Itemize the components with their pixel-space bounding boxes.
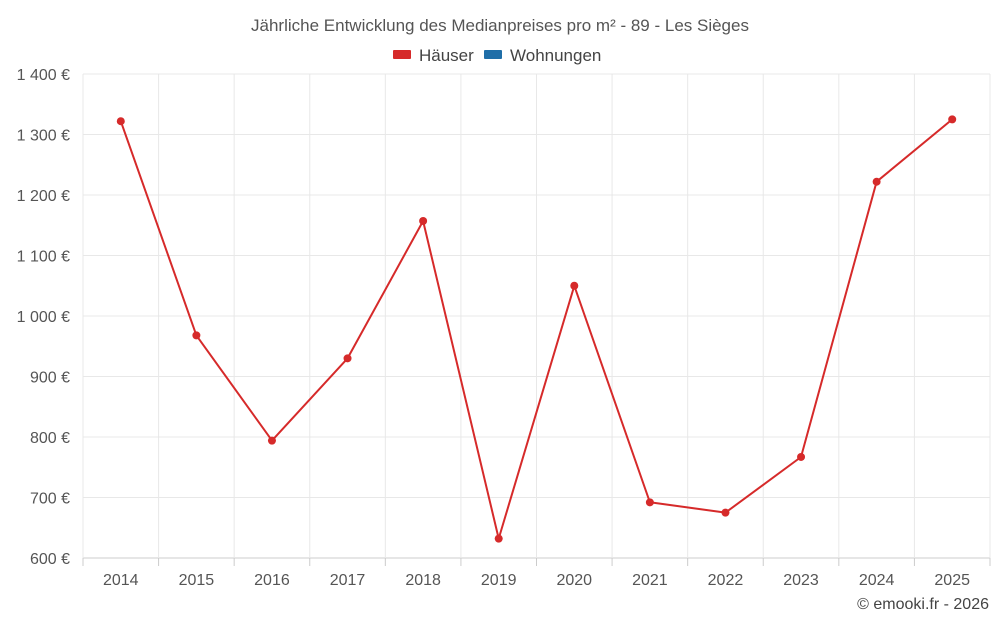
legend-item-houses[interactable]: Häuser — [393, 46, 474, 65]
x-tick-label: 2016 — [254, 572, 290, 589]
series-houses — [116, 115, 957, 543]
y-tick-label: 600 € — [30, 551, 70, 568]
x-tick-label: 2023 — [783, 572, 819, 589]
grid — [82, 73, 991, 566]
data-point[interactable] — [419, 217, 428, 226]
y-axis-labels: 1 400 € 1 300 € 1 200 € 1 100 € 1 000 € 900 €… — [17, 67, 70, 568]
series-line — [119, 118, 953, 540]
y-tick-label: 800 € — [30, 430, 70, 447]
x-tick-label: 2020 — [556, 572, 592, 589]
data-point[interactable] — [192, 331, 201, 340]
chart-title: Jährliche Entwicklung des Medianpreises … — [251, 16, 749, 35]
x-tick-label: 2014 — [103, 572, 139, 589]
data-point[interactable] — [116, 117, 125, 126]
data-point[interactable] — [494, 534, 503, 543]
y-tick-label: 700 € — [30, 491, 70, 508]
y-tick-label: 1 100 € — [17, 249, 70, 266]
data-point[interactable] — [343, 354, 352, 363]
data-point[interactable] — [948, 115, 957, 124]
data-point[interactable] — [570, 281, 579, 290]
x-tick-label: 2021 — [632, 572, 668, 589]
x-tick-label: 2022 — [708, 572, 744, 589]
x-tick-label: 2019 — [481, 572, 517, 589]
legend-item-apartments[interactable]: Wohnungen — [484, 46, 601, 65]
x-tick-label: 2015 — [179, 572, 215, 589]
data-point[interactable] — [721, 508, 730, 517]
x-axis-labels: 2014 2015 2016 2017 2018 2019 2020 2021 2022 2023… — [103, 572, 970, 589]
data-point[interactable] — [872, 177, 881, 186]
y-tick-label: 1 300 € — [17, 128, 70, 145]
y-tick-label: 1 400 € — [17, 67, 70, 84]
legend-swatch-apartments — [484, 50, 502, 59]
legend-label-houses: Häuser — [419, 46, 474, 65]
y-tick-label: 900 € — [30, 370, 70, 387]
y-tick-label: 1 200 € — [17, 188, 70, 205]
credit-text: © emooki.fr - 2026 — [857, 596, 989, 613]
x-tick-label: 2018 — [405, 572, 441, 589]
x-tick-label: 2024 — [859, 572, 895, 589]
data-point[interactable] — [645, 498, 654, 507]
y-tick-label: 1 000 € — [17, 309, 70, 326]
data-point[interactable] — [797, 452, 806, 461]
legend: Häuser Wohnungen — [393, 46, 601, 65]
x-tick-label: 2017 — [330, 572, 366, 589]
data-point[interactable] — [267, 436, 276, 445]
legend-label-apartments: Wohnungen — [510, 46, 601, 65]
x-tick-label: 2025 — [934, 572, 970, 589]
legend-swatch-houses — [393, 50, 411, 59]
